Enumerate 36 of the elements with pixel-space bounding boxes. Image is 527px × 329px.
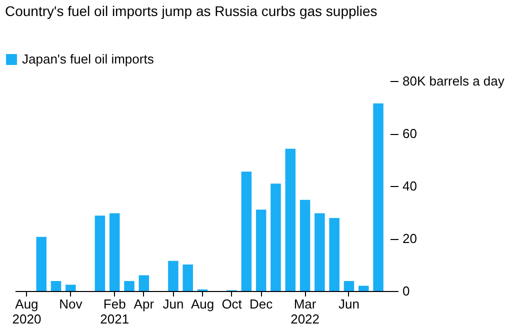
bar: [344, 281, 354, 291]
chart-title: Country's fuel oil imports jump as Russia curbs gas supplies: [5, 3, 378, 19]
bar: [94, 216, 106, 291]
bar: [182, 264, 193, 291]
y-tick-label: 60: [402, 126, 417, 141]
y-tick-label: 20: [402, 231, 417, 246]
bar: [124, 281, 134, 291]
bar: [66, 284, 76, 291]
bar: [138, 275, 150, 291]
y-tick-label: 40: [402, 178, 417, 194]
bar: [358, 286, 369, 291]
y-tick-label: 80K barrels a day: [402, 74, 505, 88]
legend-label: Japan's fuel oil imports: [22, 52, 154, 66]
bar: [329, 218, 340, 291]
bar: [36, 236, 46, 291]
x-tick-label: Aug 2020: [12, 296, 42, 326]
x-tick-label: Apr: [134, 296, 155, 312]
x-tick-label: Aug: [190, 296, 214, 312]
x-tick-label: Feb 2021: [100, 296, 130, 326]
bar: [256, 210, 266, 291]
bar: [168, 260, 178, 291]
x-tick-label: Dec: [250, 296, 274, 312]
x-tick-label: Jun: [338, 296, 360, 312]
x-tick-label: Mar 2022: [290, 296, 320, 326]
bar: [285, 148, 296, 291]
bar: [109, 213, 120, 291]
x-tick-label: Oct: [222, 296, 242, 312]
bar: [270, 184, 281, 291]
x-tick-label: Jun: [162, 296, 184, 312]
bar: [373, 103, 384, 291]
bar: [50, 281, 62, 291]
y-tick-label: 0: [402, 284, 410, 298]
bar: [314, 213, 325, 291]
bar: [300, 200, 310, 291]
x-tick-label: Nov: [59, 296, 83, 312]
bar: [241, 172, 252, 291]
